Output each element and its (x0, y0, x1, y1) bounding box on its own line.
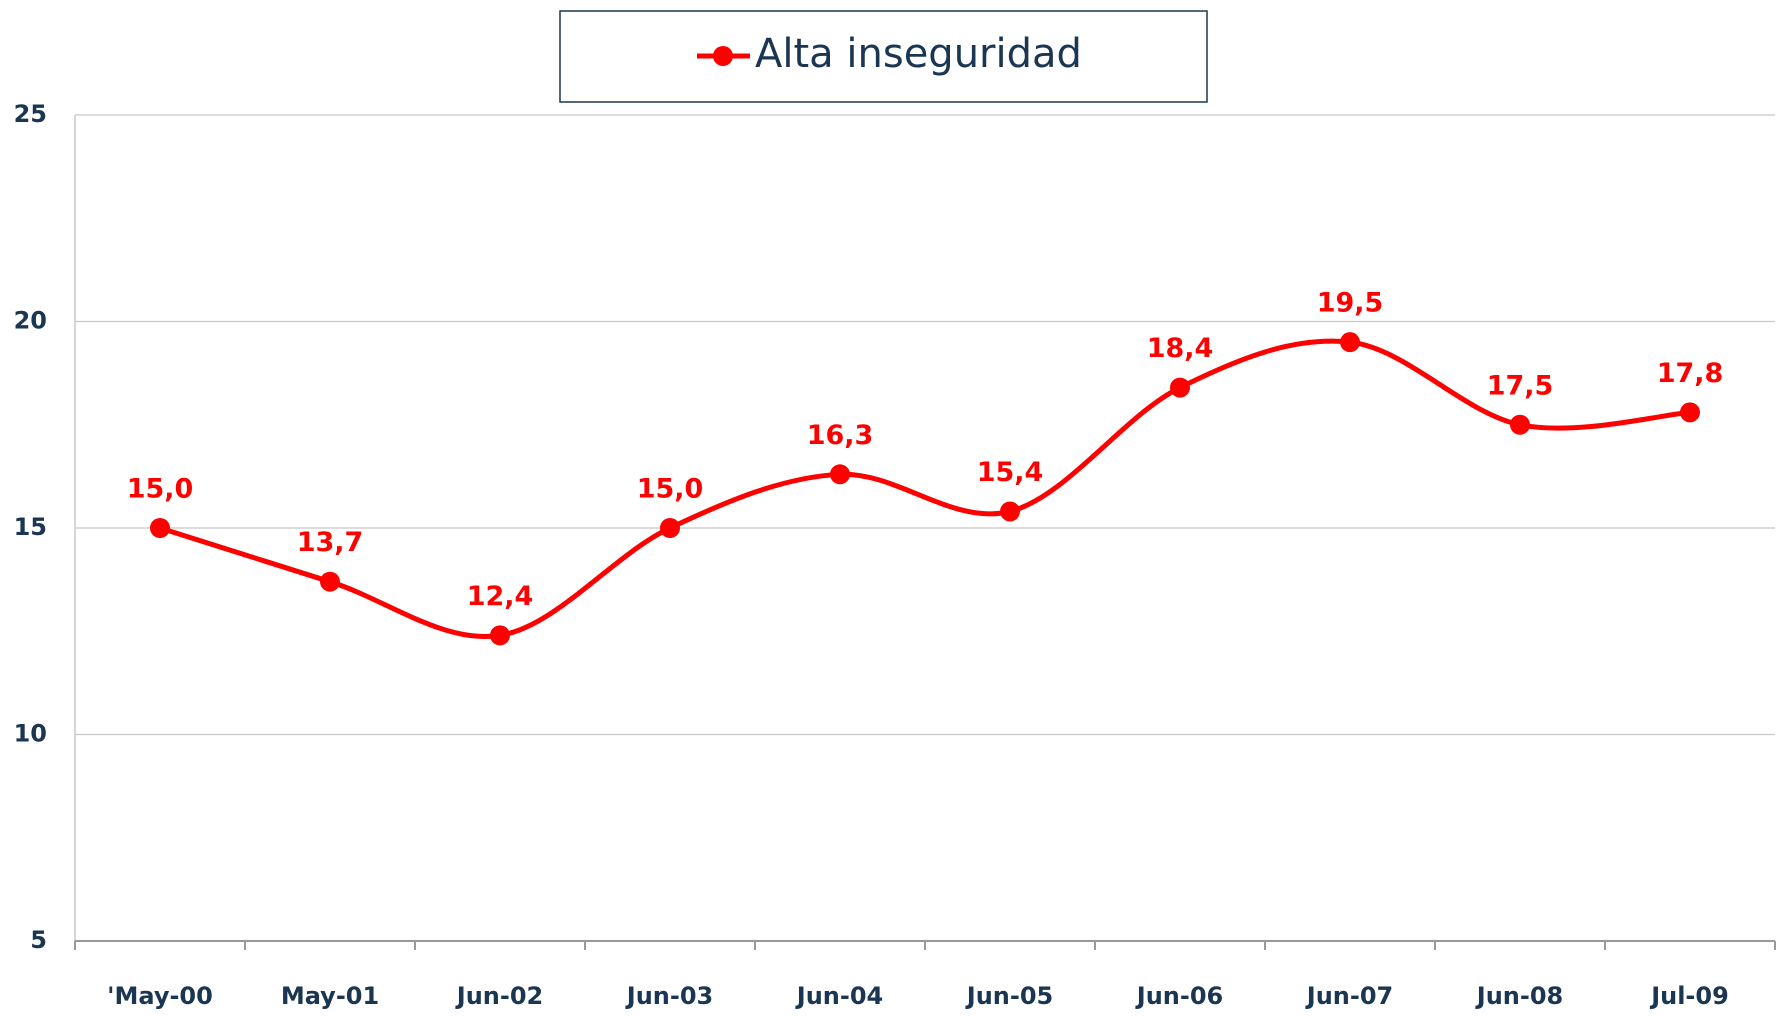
point (830, 464, 850, 485)
point (1510, 414, 1530, 435)
x-tick-label: 'May-00 (107, 982, 213, 1010)
point (320, 571, 340, 592)
series-line (159, 338, 1691, 640)
x-tick-label: Jun-04 (795, 982, 883, 1010)
y-tick-label: 5 (30, 926, 47, 954)
x-tick-label: Jul-09 (1649, 982, 1729, 1010)
y-tick-label: 10 (14, 720, 47, 748)
point (1680, 402, 1700, 423)
point (490, 625, 510, 646)
legend-label: Alta inseguridad (755, 31, 1082, 77)
value-label: 12,4 (467, 581, 534, 612)
x-tick-label: Jun-03 (625, 982, 713, 1010)
legend-box (559, 10, 1208, 103)
x-tick-label: Jun-06 (1135, 982, 1223, 1010)
value-label: 13,7 (297, 527, 364, 558)
point (150, 518, 170, 538)
point (1170, 377, 1190, 398)
x-tick-label: Jun-05 (965, 982, 1053, 1010)
value-label: 15,4 (977, 457, 1044, 488)
y-tick-label: 15 (14, 513, 47, 541)
value-label: 17,8 (1657, 358, 1724, 389)
x-tick-label: Jun-07 (1305, 982, 1393, 1010)
value-label: 19,5 (1317, 288, 1384, 319)
x-tick-label: Jun-02 (455, 982, 543, 1010)
value-label: 15,0 (127, 474, 194, 505)
x-tick-label: Jun-08 (1475, 982, 1563, 1010)
value-label: 18,4 (1147, 333, 1214, 364)
point (660, 518, 680, 538)
value-label: 16,3 (807, 420, 874, 451)
x-tick-label: May-01 (281, 982, 379, 1010)
value-label: 15,0 (637, 474, 704, 505)
value-label: 17,5 (1487, 370, 1554, 401)
legend-marker (713, 46, 733, 66)
y-tick-label: 25 (14, 100, 47, 128)
point (1340, 332, 1360, 353)
point (1000, 501, 1020, 522)
y-tick-label: 20 (14, 307, 47, 335)
